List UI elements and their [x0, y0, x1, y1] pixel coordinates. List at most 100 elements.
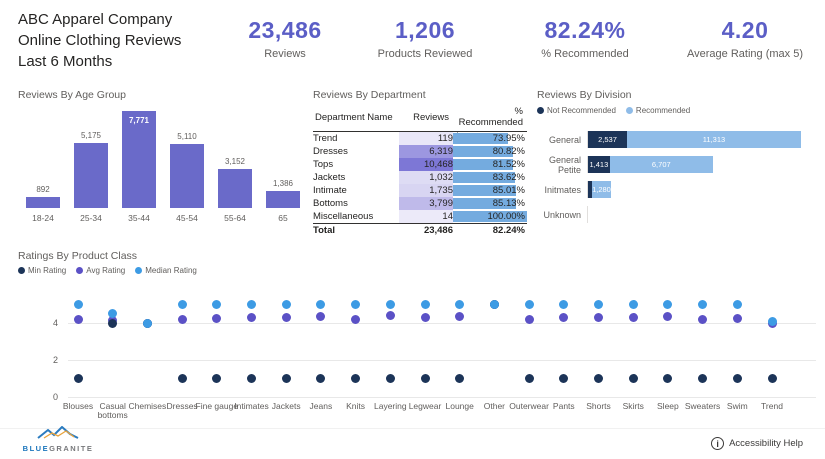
legend-item-median-rating[interactable]: Median Rating [135, 266, 197, 275]
age-bar-25-34[interactable]: 5,175 [74, 111, 108, 208]
kpi-reviews[interactable]: 23,486 Reviews [200, 17, 370, 60]
median-rating-point[interactable] [698, 300, 708, 309]
median-rating-point[interactable] [385, 300, 395, 309]
avg-rating-point[interactable] [698, 314, 708, 324]
min-rating-point[interactable] [385, 374, 395, 383]
kpi-average-rating[interactable]: 4.20 Average Rating (max 5) [660, 17, 825, 60]
legend-item-not-recommended[interactable]: Not Recommended [537, 106, 616, 115]
median-rating-point[interactable] [663, 300, 673, 309]
bar[interactable] [26, 197, 60, 208]
median-rating-point[interactable] [524, 300, 534, 309]
table-row[interactable]: Dresses 6,319 80.82% [313, 145, 527, 158]
avg-rating-point[interactable] [177, 314, 187, 324]
column-header-reviews[interactable]: Reviews [399, 104, 453, 132]
table-row[interactable]: Bottoms 3,799 85.13% [313, 197, 527, 210]
min-rating-point[interactable] [281, 374, 291, 383]
min-rating-point[interactable] [455, 374, 465, 383]
bar[interactable] [74, 143, 108, 208]
column-header-department[interactable]: Department Name [313, 104, 399, 132]
legend-item-recommended[interactable]: Recommended [625, 106, 690, 115]
avg-rating-point[interactable] [247, 312, 256, 322]
min-rating-point[interactable] [698, 374, 708, 383]
min-rating-point[interactable] [732, 374, 742, 383]
median-rating-point[interactable] [316, 300, 326, 309]
median-rating-point[interactable] [108, 309, 118, 319]
table-row[interactable]: Miscellaneous 14 100.00% [313, 210, 527, 224]
min-rating-point[interactable] [524, 374, 534, 383]
avg-rating-point[interactable] [732, 313, 742, 323]
min-rating-point[interactable] [767, 374, 777, 383]
avg-rating-point[interactable] [281, 312, 291, 322]
bar[interactable] [122, 111, 156, 208]
dept-pct-cell: 85.13% [453, 197, 527, 210]
avg-rating-point[interactable] [420, 312, 430, 322]
avg-rating-point[interactable] [663, 312, 673, 322]
table-row[interactable]: Intimate 1,735 85.01% [313, 184, 527, 197]
min-rating-point[interactable] [594, 374, 603, 383]
bar[interactable] [170, 144, 204, 208]
legend-item-avg-rating[interactable]: Avg Rating [76, 266, 125, 275]
avg-rating-point[interactable] [524, 314, 534, 324]
avg-rating-point[interactable] [594, 312, 603, 322]
kpi-products-reviewed[interactable]: 1,206 Products Reviewed [340, 17, 510, 60]
median-rating-point[interactable] [420, 300, 430, 309]
avg-rating-point[interactable] [559, 312, 569, 322]
accessibility-help-button[interactable]: i Accessibility Help [711, 437, 803, 450]
table-row[interactable]: Trend 119 73.95% [313, 131, 527, 145]
age-bar-65[interactable]: 1,386 [266, 111, 300, 208]
median-rating-point[interactable] [212, 300, 222, 309]
min-rating-point[interactable] [108, 318, 118, 328]
min-rating-point[interactable] [177, 374, 187, 383]
age-axis-label: 25-34 [80, 213, 102, 223]
median-rating-point[interactable] [281, 300, 291, 309]
not-recommended-segment[interactable]: 2,537 [588, 131, 628, 148]
min-rating-point[interactable] [316, 374, 326, 383]
recommended-segment[interactable]: 11,313 [627, 131, 801, 148]
table-row[interactable]: Tops 10,468 81.52% [313, 158, 527, 171]
avg-rating-point[interactable] [455, 312, 465, 322]
median-rating-point[interactable] [767, 316, 777, 326]
min-rating-point[interactable] [247, 374, 256, 383]
recommended-segment[interactable]: 6,707 [609, 156, 713, 173]
median-rating-point[interactable] [455, 300, 465, 309]
median-rating-point[interactable] [628, 300, 638, 309]
min-rating-point[interactable] [628, 374, 638, 383]
age-bar-55-64[interactable]: 3,152 [218, 111, 252, 208]
median-rating-point[interactable] [142, 318, 152, 328]
accessibility-help-label: Accessibility Help [729, 438, 803, 449]
median-rating-point[interactable] [489, 300, 499, 309]
age-bar-35-44[interactable]: 7,771 [122, 111, 156, 208]
min-rating-point[interactable] [420, 374, 430, 383]
dept-pct-cell: 100.00% [453, 210, 527, 224]
avg-rating-point[interactable] [385, 311, 395, 321]
avg-rating-point[interactable] [73, 314, 83, 324]
not-recommended-segment[interactable]: 1,413 [588, 156, 610, 173]
median-rating-point[interactable] [559, 300, 569, 309]
bar-value-label: 3,152 [224, 157, 246, 166]
min-rating-point[interactable] [663, 374, 673, 383]
median-rating-point[interactable] [247, 300, 256, 309]
median-rating-point[interactable] [732, 300, 742, 309]
median-rating-point[interactable] [594, 300, 603, 309]
avg-rating-point[interactable] [316, 312, 326, 322]
kpi-pct-recommended[interactable]: 82.24% % Recommended [500, 17, 670, 60]
min-rating-point[interactable] [351, 374, 361, 383]
bar[interactable] [218, 169, 252, 208]
table-row[interactable]: Jackets 1,032 83.62% [313, 171, 527, 184]
min-rating-point[interactable] [559, 374, 569, 383]
recommended-segment[interactable]: 1,280 [591, 181, 612, 198]
median-rating-point[interactable] [351, 300, 361, 309]
bar[interactable] [266, 191, 300, 208]
avg-rating-point[interactable] [212, 313, 222, 323]
not-recommended-segment[interactable] [588, 181, 592, 198]
age-bar-45-54[interactable]: 5,110 [170, 111, 204, 208]
column-header-pct-recommended[interactable]: % Recommended ▲ [453, 104, 527, 137]
avg-rating-point[interactable] [628, 312, 638, 322]
min-rating-point[interactable] [73, 374, 83, 383]
min-rating-point[interactable] [212, 374, 222, 383]
legend-item-min-rating[interactable]: Min Rating [18, 266, 66, 275]
median-rating-point[interactable] [177, 300, 187, 309]
age-bar-18-24[interactable]: 892 [26, 111, 60, 208]
median-rating-point[interactable] [73, 300, 83, 309]
avg-rating-point[interactable] [351, 314, 361, 324]
